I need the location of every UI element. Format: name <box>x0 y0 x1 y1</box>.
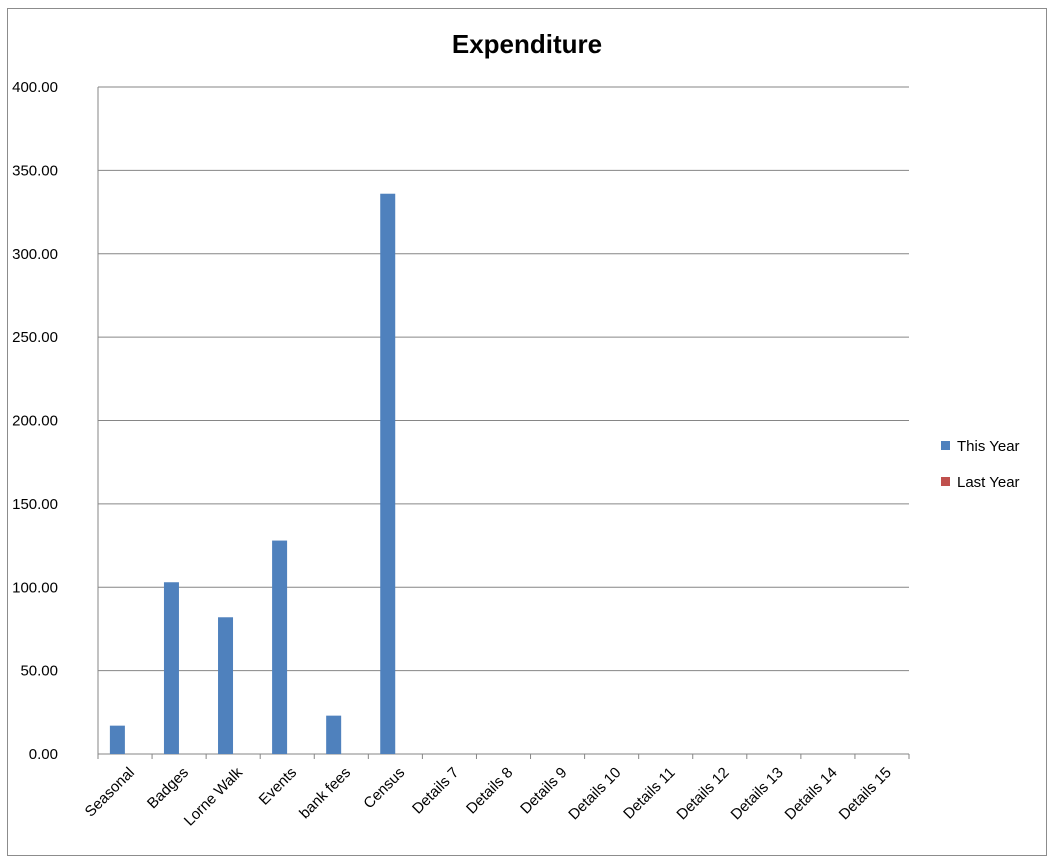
x-tick-label: Details 11 <box>620 764 678 822</box>
y-axis-ticks: 0.00 50.00 100.00 150.00 200.00 250.00 300.00 3… <box>12 79 58 763</box>
y-tick-label: 300.00 <box>12 246 58 263</box>
legend-swatch <box>941 477 950 486</box>
y-tick-label: 200.00 <box>12 413 58 430</box>
x-tick-label: Details 7 <box>409 764 462 817</box>
legend-label: Last Year <box>957 474 1020 491</box>
x-tick-label: Details 10 <box>565 764 624 823</box>
x-tick-label: Details 14 <box>782 764 841 823</box>
x-tick-label: Seasonal <box>82 764 138 820</box>
x-tick-label: Badges <box>144 764 192 812</box>
y-tick-label: 250.00 <box>12 329 58 346</box>
y-tick-label: 50.00 <box>20 663 58 680</box>
bar-this-year <box>109 725 125 754</box>
y-tick-label: 350.00 <box>12 162 58 179</box>
bars <box>109 193 396 755</box>
y-tick-label: 0.00 <box>29 746 58 763</box>
x-tick-label: bank fees <box>296 764 354 822</box>
x-tick-label: Details 9 <box>517 764 570 817</box>
bar-this-year <box>326 715 342 754</box>
legend-swatch <box>941 441 950 450</box>
x-tick-label: Details 13 <box>728 764 787 823</box>
x-tick-label: Census <box>360 764 408 812</box>
x-tick-label: Details 8 <box>463 764 516 817</box>
legend: This Year Last Year <box>941 438 1020 491</box>
y-tick-label: 100.00 <box>12 579 58 596</box>
x-tick-label: Events <box>256 764 300 808</box>
bar-this-year <box>163 582 179 754</box>
y-tick-label: 150.00 <box>12 496 58 513</box>
chart-frame <box>7 8 1047 856</box>
x-tick-label: Details 12 <box>673 764 732 823</box>
chart-title: Expenditure <box>452 29 602 59</box>
bar-this-year <box>272 540 288 754</box>
bar-this-year <box>218 617 234 754</box>
legend-label: This Year <box>957 438 1020 455</box>
gridlines <box>97 86 909 755</box>
bar-this-year <box>380 193 396 755</box>
x-tick-label: Details 15 <box>836 764 895 823</box>
x-tick-label: Lorne Walk <box>181 764 247 830</box>
y-tick-label: 400.00 <box>12 79 58 96</box>
